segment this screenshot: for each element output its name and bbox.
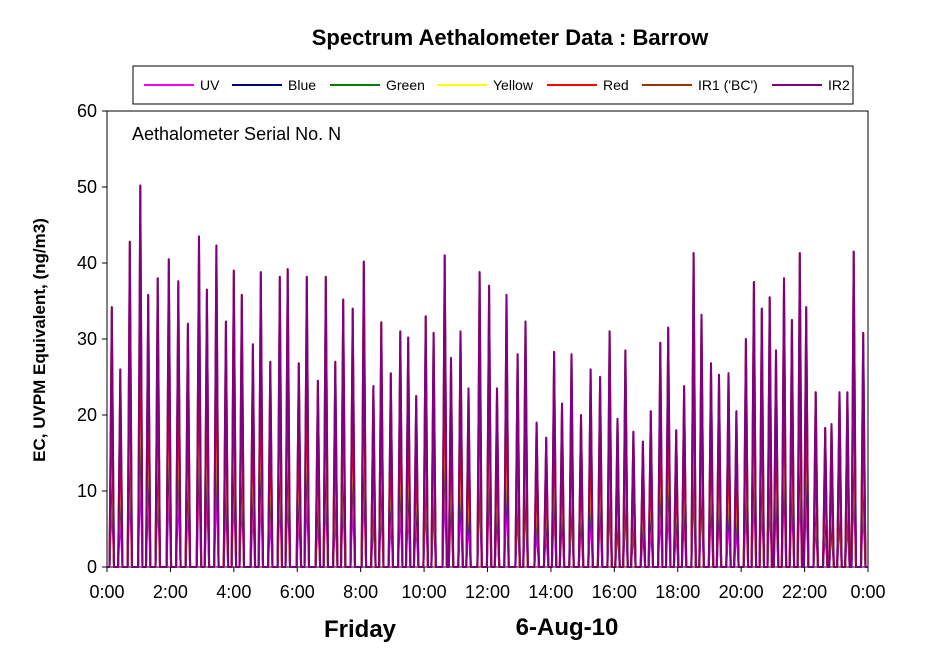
x-tick-label: 0:00 <box>89 582 124 602</box>
x-axis-day-label: Friday <box>324 616 397 643</box>
x-tick-label: 12:00 <box>465 582 510 602</box>
legend-label: Blue <box>288 77 316 93</box>
legend-label: IR2 <box>828 77 850 93</box>
y-tick-label: 40 <box>77 253 97 273</box>
x-tick-label: 18:00 <box>655 582 700 602</box>
legend-label: Green <box>386 77 425 93</box>
y-tick-label: 0 <box>87 557 97 577</box>
x-tick-label: 4:00 <box>216 582 251 602</box>
x-axis: 0:00 2:00 4:00 6:00 8:00 10:00 12:00 14:00 16:00… <box>89 567 886 602</box>
x-tick-label: 22:00 <box>782 582 827 602</box>
y-tick-label: 50 <box>77 177 97 197</box>
x-tick-label: 10:00 <box>402 582 447 602</box>
y-tick-label: 10 <box>77 481 97 501</box>
chart-title: Spectrum Aethalometer Data : Barrow <box>312 25 709 50</box>
y-tick-label: 20 <box>77 405 97 425</box>
x-axis-date-label: 6-Aug-10 <box>516 614 619 641</box>
x-tick-label: 8:00 <box>343 582 378 602</box>
x-tick-label: 16:00 <box>592 582 637 602</box>
legend: UV Blue Green Yellow Red IR1 ('BC') IR2 <box>132 65 854 105</box>
x-tick-label: 2:00 <box>153 582 188 602</box>
y-axis-label: EC, UVPM Equivalent, (ng/m3) <box>30 218 49 462</box>
x-tick-label: 0:00 <box>850 582 885 602</box>
chart-annotation: Aethalometer Serial No. N <box>132 124 341 144</box>
y-axis: 0 10 20 30 40 50 60 <box>77 101 107 577</box>
legend-label: Red <box>603 77 629 93</box>
legend-label: UV <box>200 77 220 93</box>
y-tick-label: 60 <box>77 101 97 121</box>
x-tick-label: 6:00 <box>280 582 315 602</box>
x-tick-label: 14:00 <box>528 582 573 602</box>
y-tick-label: 30 <box>77 329 97 349</box>
legend-label: Yellow <box>493 77 534 93</box>
legend-label: IR1 ('BC') <box>698 77 758 93</box>
series-line <box>107 184 868 568</box>
series-group <box>107 184 868 568</box>
x-tick-label: 20:00 <box>719 582 764 602</box>
